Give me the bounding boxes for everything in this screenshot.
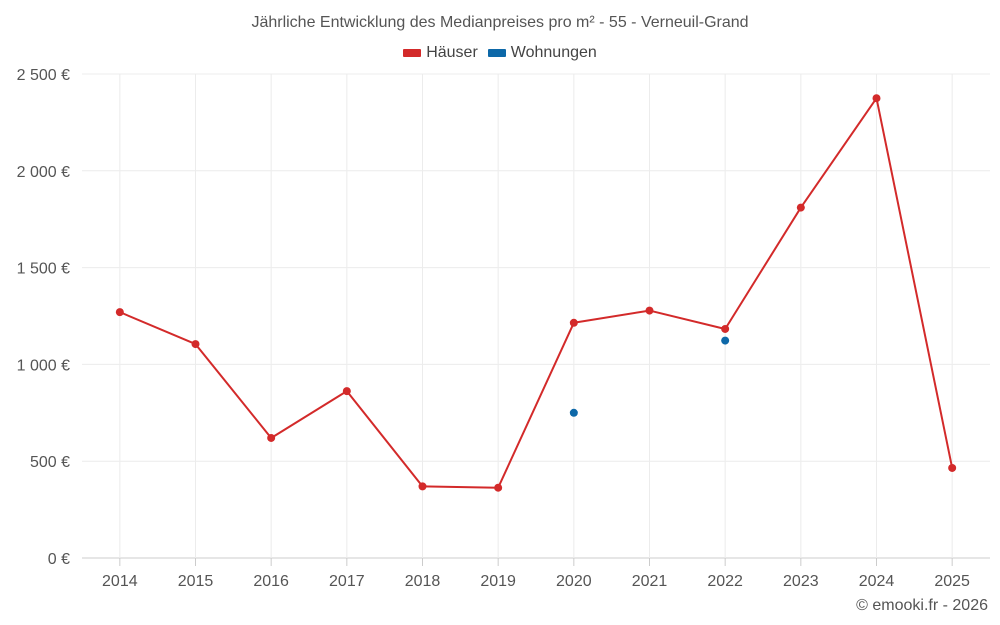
x-tick-label-2019: 2019 bbox=[480, 573, 516, 590]
series-line-haeuser-2016-2017 bbox=[270, 390, 348, 439]
x-tick-label-2022: 2022 bbox=[707, 573, 743, 590]
series-line-haeuser-2017-2018 bbox=[345, 390, 424, 488]
credit-text: © emooki.fr - 2026 bbox=[856, 597, 988, 614]
x-tick-label-2018: 2018 bbox=[405, 573, 441, 590]
series-line-haeuser-2024-2025 bbox=[875, 97, 954, 469]
y-tick-label-1500: 1 500 € bbox=[17, 261, 70, 278]
chart-title: Jährliche Entwicklung des Medianpreises … bbox=[251, 14, 749, 31]
y-tick-label-1000: 1 000 € bbox=[17, 357, 70, 374]
data-point-haeuser-2025 bbox=[948, 463, 957, 472]
data-point-haeuser-2019 bbox=[494, 483, 503, 492]
x-tick-label-2025: 2025 bbox=[934, 573, 970, 590]
x-tick-label-2015: 2015 bbox=[178, 573, 214, 590]
legend-item-wohnungen[interactable]: Wohnungen bbox=[487, 44, 597, 62]
legend-swatch-haeuser bbox=[403, 49, 422, 57]
series-line-haeuser-2019-2020 bbox=[497, 321, 575, 489]
x-tick-label-2023: 2023 bbox=[783, 573, 819, 590]
series-line-haeuser-2015-2016 bbox=[194, 343, 273, 439]
data-point-haeuser-2016 bbox=[267, 433, 276, 442]
x-tick-label-2014: 2014 bbox=[102, 573, 138, 590]
legend-swatch-wohnungen bbox=[487, 49, 506, 57]
data-point-wohnungen-2022 bbox=[721, 336, 730, 345]
data-point-haeuser-2022 bbox=[721, 324, 730, 333]
y-tick-label-2500: 2 500 € bbox=[17, 67, 70, 84]
data-point-haeuser-2014 bbox=[115, 308, 124, 317]
data-point-haeuser-2020 bbox=[569, 318, 578, 327]
data-point-haeuser-2024 bbox=[872, 94, 881, 103]
data-point-haeuser-2023 bbox=[796, 203, 805, 212]
data-point-haeuser-2015 bbox=[191, 340, 200, 349]
x-tick-label-2021: 2021 bbox=[632, 573, 668, 590]
x-tick-label-2024: 2024 bbox=[859, 573, 895, 590]
x-tick-label-2017: 2017 bbox=[329, 573, 365, 590]
data-point-haeuser-2021 bbox=[645, 306, 654, 315]
x-tick-label-2020: 2020 bbox=[556, 573, 592, 590]
y-tick-label-0: 0 € bbox=[48, 551, 70, 568]
data-point-wohnungen-2020 bbox=[569, 408, 578, 417]
data-point-haeuser-2018 bbox=[418, 482, 427, 491]
data-point-haeuser-2017 bbox=[342, 387, 351, 396]
series-line-haeuser-2021-2022 bbox=[648, 309, 727, 330]
series-line-haeuser-2020-2021 bbox=[572, 309, 651, 324]
y-tick-label-500: 500 € bbox=[30, 454, 70, 471]
x-tick-label-2016: 2016 bbox=[253, 573, 289, 590]
series-line-haeuser-2014-2015 bbox=[118, 311, 197, 346]
y-tick-label-2000: 2 000 € bbox=[17, 164, 70, 181]
legend-label-haeuser: Häuser bbox=[426, 44, 478, 61]
series-line-haeuser-2023-2024 bbox=[799, 97, 878, 209]
legend: Häuser Wohnungen bbox=[0, 44, 1000, 62]
series-line-haeuser-2022-2023 bbox=[724, 206, 802, 330]
legend-label-wohnungen: Wohnungen bbox=[510, 44, 597, 61]
series-line-haeuser-2018-2019 bbox=[421, 485, 500, 489]
legend-item-haeuser[interactable]: Häuser bbox=[403, 44, 478, 62]
